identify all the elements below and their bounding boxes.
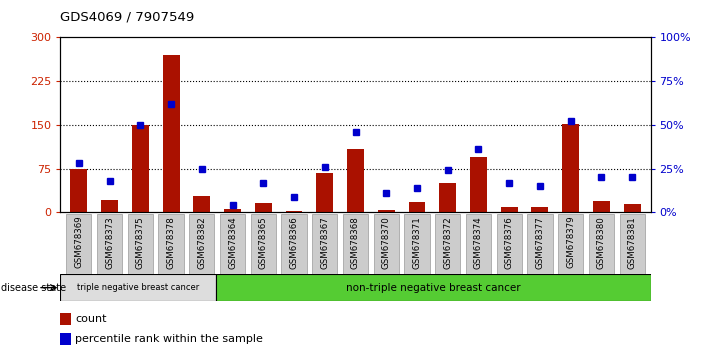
Text: GSM678372: GSM678372 <box>443 216 452 269</box>
Text: GSM678379: GSM678379 <box>566 216 575 268</box>
FancyBboxPatch shape <box>251 214 276 274</box>
Bar <box>409 202 425 212</box>
Text: triple negative breast cancer: triple negative breast cancer <box>77 283 199 292</box>
FancyBboxPatch shape <box>435 214 460 274</box>
FancyBboxPatch shape <box>558 214 583 274</box>
Text: GSM678369: GSM678369 <box>75 216 83 268</box>
Text: GSM678370: GSM678370 <box>382 216 391 269</box>
Text: GSM678375: GSM678375 <box>136 216 145 269</box>
FancyBboxPatch shape <box>589 214 614 274</box>
Text: GSM678378: GSM678378 <box>166 216 176 269</box>
Bar <box>70 169 87 212</box>
FancyBboxPatch shape <box>97 214 122 274</box>
Bar <box>593 201 610 212</box>
FancyBboxPatch shape <box>496 214 522 274</box>
Bar <box>439 183 456 212</box>
Bar <box>101 200 118 212</box>
FancyBboxPatch shape <box>405 214 429 274</box>
FancyBboxPatch shape <box>220 214 245 274</box>
FancyBboxPatch shape <box>619 214 645 274</box>
Bar <box>215 274 651 301</box>
Bar <box>132 125 149 212</box>
Text: GDS4069 / 7907549: GDS4069 / 7907549 <box>60 11 195 24</box>
Text: GSM678374: GSM678374 <box>474 216 483 269</box>
FancyBboxPatch shape <box>159 214 183 274</box>
Text: disease state: disease state <box>1 282 66 293</box>
Bar <box>531 207 548 212</box>
Bar <box>193 196 210 212</box>
FancyBboxPatch shape <box>312 214 337 274</box>
Bar <box>624 204 641 212</box>
Text: GSM678367: GSM678367 <box>320 216 329 269</box>
Bar <box>378 210 395 212</box>
Bar <box>286 211 302 212</box>
Bar <box>60 274 215 301</box>
Text: count: count <box>75 314 107 324</box>
FancyBboxPatch shape <box>343 214 368 274</box>
FancyBboxPatch shape <box>282 214 306 274</box>
FancyBboxPatch shape <box>66 214 92 274</box>
Text: GSM678380: GSM678380 <box>597 216 606 269</box>
Text: percentile rank within the sample: percentile rank within the sample <box>75 335 263 344</box>
Bar <box>60 313 71 325</box>
Bar <box>501 207 518 212</box>
Text: GSM678364: GSM678364 <box>228 216 237 269</box>
Bar <box>562 124 579 212</box>
Bar <box>470 157 487 212</box>
Bar <box>60 333 71 346</box>
Text: non-triple negative breast cancer: non-triple negative breast cancer <box>346 282 520 293</box>
Bar <box>255 203 272 212</box>
FancyBboxPatch shape <box>128 214 153 274</box>
Bar <box>163 55 180 212</box>
FancyBboxPatch shape <box>374 214 399 274</box>
Text: GSM678368: GSM678368 <box>351 216 360 269</box>
Bar <box>224 210 241 212</box>
FancyBboxPatch shape <box>528 214 552 274</box>
Text: GSM678371: GSM678371 <box>412 216 422 269</box>
Text: GSM678365: GSM678365 <box>259 216 268 269</box>
Text: GSM678376: GSM678376 <box>505 216 513 269</box>
Text: GSM678382: GSM678382 <box>198 216 206 269</box>
Text: GSM678373: GSM678373 <box>105 216 114 269</box>
FancyBboxPatch shape <box>189 214 215 274</box>
FancyBboxPatch shape <box>466 214 491 274</box>
Bar <box>316 173 333 212</box>
Text: GSM678377: GSM678377 <box>535 216 545 269</box>
Text: GSM678381: GSM678381 <box>628 216 636 269</box>
Bar <box>347 149 364 212</box>
Text: GSM678366: GSM678366 <box>289 216 299 269</box>
